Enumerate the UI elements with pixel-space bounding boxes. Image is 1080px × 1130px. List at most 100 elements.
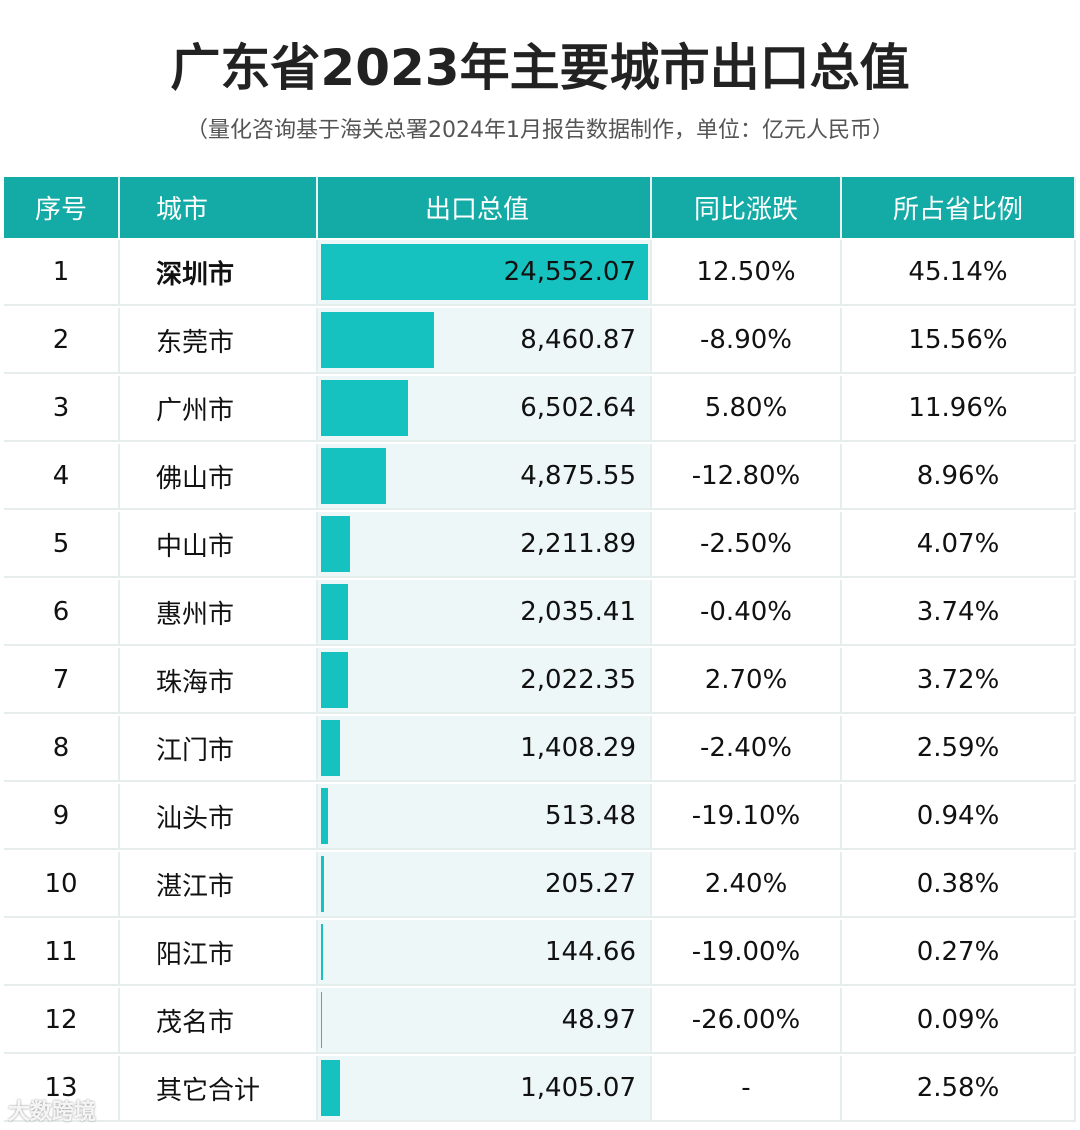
table-row: 11 阳江市 144.66 -19.00% 0.27% (4, 920, 1076, 986)
cell-index: 13 (4, 1056, 120, 1122)
value-bar (321, 516, 351, 572)
cell-index: 10 (4, 852, 120, 918)
cell-yoy-change: 5.80% (652, 376, 842, 442)
cell-city: 深圳市 (120, 240, 318, 306)
table-row: 6 惠州市 2,035.41 -0.40% 3.74% (4, 580, 1076, 646)
table-row: 8 江门市 1,408.29 -2.40% 2.59% (4, 716, 1076, 782)
header-yoy-change: 同比涨跌 (652, 177, 842, 238)
table-row: 10 湛江市 205.27 2.40% 0.38% (4, 852, 1076, 918)
cell-index: 9 (4, 784, 120, 850)
cell-export-value: 2,211.89 (318, 512, 652, 578)
header-index: 序号 (4, 177, 120, 238)
cell-yoy-change: -2.50% (652, 512, 842, 578)
cell-city: 其它合计 (120, 1056, 318, 1122)
cell-export-value: 2,035.41 (318, 580, 652, 646)
cell-city: 阳江市 (120, 920, 318, 986)
value-bar (321, 720, 340, 776)
cell-province-share: 3.72% (842, 648, 1076, 714)
value-label: 144.66 (545, 937, 636, 967)
cell-index: 12 (4, 988, 120, 1054)
table-row: 7 珠海市 2,022.35 2.70% 3.72% (4, 648, 1076, 714)
header-row: 序号 城市 出口总值 同比涨跌 所占省比例 (4, 177, 1076, 238)
table-row: 9 汕头市 513.48 -19.10% 0.94% (4, 784, 1076, 850)
cell-city: 中山市 (120, 512, 318, 578)
value-label: 1,405.07 (520, 1073, 636, 1103)
value-label: 24,552.07 (503, 257, 636, 287)
cell-yoy-change: 2.70% (652, 648, 842, 714)
cell-city: 广州市 (120, 376, 318, 442)
cell-province-share: 11.96% (842, 376, 1076, 442)
cell-export-value: 1,408.29 (318, 716, 652, 782)
cell-yoy-change: -8.90% (652, 308, 842, 374)
value-bar (321, 584, 349, 640)
cell-province-share: 45.14% (842, 240, 1076, 306)
value-bar (321, 992, 322, 1048)
table-row: 2 东莞市 8,460.87 -8.90% 15.56% (4, 308, 1076, 374)
value-label: 6,502.64 (520, 393, 636, 423)
header-city: 城市 (120, 177, 318, 238)
table-row: 13 其它合计 1,405.07-2.58% (4, 1056, 1076, 1122)
cell-index: 2 (4, 308, 120, 374)
value-bar (321, 244, 648, 300)
header-export-value: 出口总值 (318, 177, 652, 238)
cell-province-share: 0.27% (842, 920, 1076, 986)
value-bar (321, 1060, 340, 1116)
value-bar (321, 312, 434, 368)
cell-index: 6 (4, 580, 120, 646)
cell-yoy-change: -0.40% (652, 580, 842, 646)
value-bar (321, 788, 328, 844)
cell-yoy-change: -12.80% (652, 444, 842, 510)
value-label: 1,408.29 (520, 733, 636, 763)
cell-province-share: 2.58% (842, 1056, 1076, 1122)
table-row: 4 佛山市 4,875.55 -12.80% 8.96% (4, 444, 1076, 510)
chart-title: 广东省2023年主要城市出口总值 (170, 39, 910, 97)
cell-province-share: 8.96% (842, 444, 1076, 510)
value-bar (321, 448, 386, 504)
cell-index: 11 (4, 920, 120, 986)
cell-export-value: 2,022.35 (318, 648, 652, 714)
cell-export-value: 1,405.07 (318, 1056, 652, 1122)
cell-export-value: 24,552.07 (318, 240, 652, 306)
cell-index: 1 (4, 240, 120, 306)
cell-export-value: 4,875.55 (318, 444, 652, 510)
cell-yoy-change: -19.10% (652, 784, 842, 850)
cell-city: 珠海市 (120, 648, 318, 714)
cell-city: 茂名市 (120, 988, 318, 1054)
value-label: 2,211.89 (520, 529, 636, 559)
cell-city: 东莞市 (120, 308, 318, 374)
cell-export-value: 144.66 (318, 920, 652, 986)
value-label: 4,875.55 (520, 461, 636, 491)
value-label: 2,035.41 (520, 597, 636, 627)
value-bar (321, 924, 323, 980)
value-bar (321, 652, 348, 708)
cell-city: 汕头市 (120, 784, 318, 850)
cell-province-share: 15.56% (842, 308, 1076, 374)
cell-index: 8 (4, 716, 120, 782)
cell-export-value: 205.27 (318, 852, 652, 918)
table-row: 3 广州市 6,502.64 5.80% 11.96% (4, 376, 1076, 442)
cell-export-value: 513.48 (318, 784, 652, 850)
cell-yoy-change: -26.00% (652, 988, 842, 1054)
value-label: 205.27 (545, 869, 636, 899)
cell-city: 江门市 (120, 716, 318, 782)
value-label: 8,460.87 (520, 325, 636, 355)
chart-subtitle: （量化咨询基于海关总署2024年1月报告数据制作，单位：亿元人民币） (186, 118, 894, 143)
cell-index: 3 (4, 376, 120, 442)
cell-yoy-change: 2.40% (652, 852, 842, 918)
cell-export-value: 48.97 (318, 988, 652, 1054)
cell-city: 佛山市 (120, 444, 318, 510)
cell-yoy-change: - (652, 1056, 842, 1122)
table-row: 1 深圳市 24,552.07 12.50% 45.14% (4, 240, 1076, 306)
value-label: 2,022.35 (520, 665, 636, 695)
cell-yoy-change: -2.40% (652, 716, 842, 782)
cell-province-share: 0.09% (842, 988, 1076, 1054)
header-province-share: 所占省比例 (842, 177, 1076, 238)
value-label: 513.48 (545, 801, 636, 831)
cell-index: 4 (4, 444, 120, 510)
cell-province-share: 2.59% (842, 716, 1076, 782)
cell-export-value: 8,460.87 (318, 308, 652, 374)
cell-province-share: 3.74% (842, 580, 1076, 646)
table-row: 12 茂名市 48.97 -26.00% 0.09% (4, 988, 1076, 1054)
cell-index: 7 (4, 648, 120, 714)
cell-export-value: 6,502.64 (318, 376, 652, 442)
